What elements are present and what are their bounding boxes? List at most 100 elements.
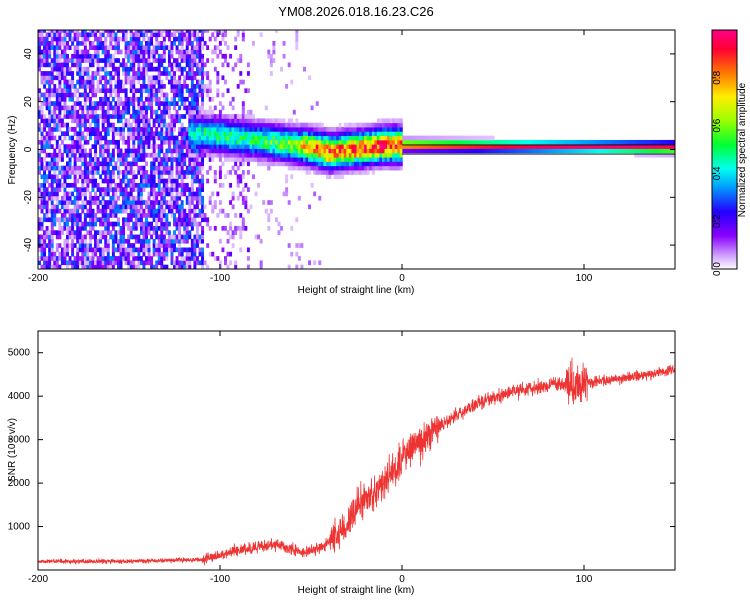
heatmap-cell: [58, 256, 62, 261]
heatmap-cell: [379, 152, 383, 158]
heatmap-cell: [195, 148, 199, 154]
heatmap-cell: [254, 152, 258, 158]
heatmap-cell: [203, 131, 207, 137]
heatmap-cell: [193, 96, 197, 102]
heatmap-cell: [190, 170, 194, 175]
heatmap-cell: [310, 135, 314, 141]
colorbar-label: Normalized spectral amplitude: [737, 82, 748, 217]
heatmap-cell: [435, 148, 439, 154]
heatmap-cell: [229, 221, 233, 227]
heatmap-cell: [229, 118, 233, 124]
heatmap-cell: [124, 92, 128, 98]
heatmap-cell: [173, 157, 176, 162]
heatmap-cell: [672, 144, 675, 149]
heatmap-cell: [142, 182, 146, 188]
heatmap-cell: [351, 165, 355, 171]
heatmap-cell: [341, 148, 345, 154]
heatmap-cell: [231, 66, 235, 72]
heatmap-cell: [58, 92, 62, 98]
heatmap-cell: [66, 122, 69, 128]
heatmap-cell: [38, 182, 41, 188]
heatmap-cell: [55, 40, 59, 46]
heatmap-cell: [188, 217, 192, 223]
heatmap-cell: [272, 118, 276, 124]
heatmap-cell: [150, 62, 154, 68]
heatmap-cell: [280, 122, 284, 128]
heatmap-cell: [239, 247, 243, 253]
heatmap-cell: [183, 101, 187, 106]
heatmap-cell: [381, 127, 385, 132]
heatmap-cell: [116, 88, 120, 94]
heatmap-cell: [162, 178, 166, 184]
heatmap-cell: [53, 204, 57, 210]
heatmap-cell: [218, 208, 222, 214]
heatmap-cell: [343, 135, 347, 141]
heatmap-cell: [489, 144, 492, 149]
heatmap-cell: [277, 148, 281, 154]
heatmap-cell: [443, 148, 447, 154]
heatmap-cell: [285, 148, 289, 154]
heatmap-cell: [66, 234, 69, 240]
heatmap-cell: [537, 139, 541, 145]
heatmap-cell: [241, 187, 245, 192]
heatmap-cell: [178, 208, 182, 214]
heatmap-cell: [175, 79, 179, 85]
heatmap-cell: [292, 144, 296, 149]
heatmap-cell: [634, 144, 638, 149]
heatmap-cell: [170, 208, 174, 214]
heatmap-cell: [160, 221, 164, 227]
heatmap-cell: [40, 204, 44, 210]
heatmap-cell: [66, 32, 69, 38]
heatmap-cell: [127, 238, 131, 244]
heatmap-cell: [208, 88, 212, 94]
heatmap-cell: [91, 174, 95, 180]
heatmap-cell: [94, 32, 98, 38]
heatmap-cell: [211, 148, 215, 154]
heatmap-cell: [132, 221, 136, 227]
heatmap-cell: [83, 234, 87, 240]
heatmap-cell: [504, 139, 508, 145]
heatmap-cell: [241, 122, 245, 128]
heatmap-cell: [114, 208, 118, 214]
heatmap-cell: [224, 131, 227, 137]
heatmap-cell: [445, 144, 449, 149]
heatmap-cell: [657, 139, 661, 145]
heatmap-cell: [91, 157, 95, 162]
heatmap-cell: [94, 118, 98, 124]
heatmap-cell: [392, 118, 396, 124]
heatmap-cell: [43, 174, 47, 180]
heatmap-cell: [542, 144, 546, 149]
heatmap-cell: [302, 144, 306, 149]
heatmap-cell: [185, 45, 189, 50]
heatmap-cell: [216, 88, 220, 94]
heatmap-cell: [165, 101, 169, 106]
heatmap-cell: [201, 58, 205, 63]
heatmap-cell: [81, 30, 85, 33]
heatmap-cell: [616, 148, 620, 154]
heatmap-cell: [53, 122, 57, 128]
heatmap-cell: [40, 118, 44, 124]
heatmap-cell: [302, 165, 306, 171]
heatmap-cell: [155, 217, 159, 223]
heatmap-cell: [201, 101, 205, 106]
heatmap-cell: [280, 225, 284, 231]
heatmap-cell: [379, 165, 383, 171]
heatmap-cell: [111, 170, 115, 175]
heatmap-cell: [116, 260, 120, 266]
heatmap-cell: [252, 139, 255, 145]
heatmap-cell: [463, 144, 467, 149]
heatmap-cell: [193, 174, 197, 180]
heatmap-cell: [178, 88, 182, 94]
heatmap-cell: [134, 49, 138, 55]
heatmap-cell: [305, 135, 309, 141]
heatmap-cell: [101, 88, 105, 94]
heatmap-cell: [336, 161, 340, 167]
heatmap-cell: [129, 200, 133, 205]
heatmap-cell: [55, 178, 59, 184]
heatmap-cell: [152, 131, 156, 137]
heatmap-cell: [448, 135, 452, 141]
heatmap-cell: [190, 217, 194, 223]
heatmap-cell: [188, 49, 192, 55]
heatmap-cell: [206, 178, 210, 184]
heatmap-cell: [524, 144, 528, 149]
